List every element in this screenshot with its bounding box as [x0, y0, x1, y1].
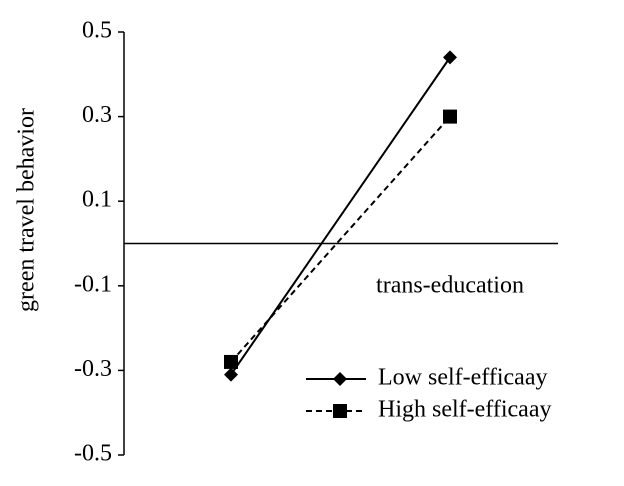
point-marker [224, 367, 238, 382]
y-tick-label: 0.5 [82, 18, 112, 44]
legend-label: Low self-efficaay [378, 365, 547, 391]
point-marker [443, 109, 457, 124]
series-line [230, 115, 451, 363]
y-tick-label: 0.1 [82, 187, 112, 213]
y-tick-label: -0.5 [74, 441, 112, 467]
y-tick-label: -0.3 [74, 356, 112, 382]
point-marker [443, 50, 457, 65]
legend-marker [333, 372, 347, 386]
legend-label: High self-efficaay [378, 397, 551, 423]
legend-marker [333, 404, 347, 418]
y-axis-label: green travel behavior [14, 108, 40, 312]
series-line [230, 56, 451, 376]
x-axis-label: trans-education [376, 273, 524, 299]
point-marker [224, 354, 238, 369]
y-tick-label: -0.1 [74, 271, 112, 297]
y-tick-label: 0.3 [82, 102, 112, 128]
